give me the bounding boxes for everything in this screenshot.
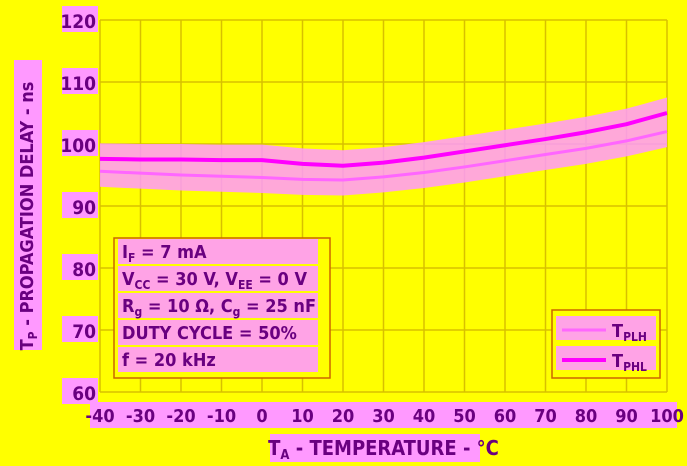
condition-line: VCC = 30 V, VEE = 0 V — [122, 269, 307, 292]
condition-line: DUTY CYCLE = 50% — [122, 323, 297, 344]
x-tick-label: 70 — [534, 406, 557, 427]
condition-line-bg — [118, 239, 318, 264]
x-tick-label: -40 — [85, 406, 114, 427]
y-tick-label: 70 — [72, 321, 96, 343]
x-tick-label: -30 — [126, 406, 155, 427]
x-tick-bg — [90, 402, 677, 428]
y-tick-label: 120 — [60, 11, 96, 33]
y-tick-bg — [62, 130, 98, 156]
curve-highlight-band — [100, 97, 667, 196]
x-tick-label: 60 — [494, 406, 517, 427]
y-axis-label-bg — [14, 60, 42, 350]
y-tick-bg — [62, 378, 98, 404]
y-tick-bg — [62, 316, 98, 342]
x-tick-label: 0 — [256, 406, 267, 427]
y-tick-label: 90 — [72, 197, 96, 219]
y-tick-bg — [62, 192, 98, 218]
series-line-tphl — [99, 111, 668, 168]
legend-label-tphl: TPHL — [612, 351, 647, 374]
x-tick-label: 20 — [332, 406, 355, 427]
condition-line-bg — [118, 266, 318, 291]
y-tick-bg — [62, 6, 98, 32]
y-tick-labels: 60 70 80 90 100 110 120 — [60, 6, 98, 405]
legend: TPLH TPHL — [551, 309, 661, 379]
x-tick-label: -20 — [166, 406, 195, 427]
y-tick-label: 100 — [60, 135, 96, 157]
x-tick-label: 80 — [575, 406, 598, 427]
y-tick-label: 110 — [60, 73, 96, 95]
condition-line: Rg = 10 Ω, Cg = 25 nF — [122, 296, 316, 319]
condition-line: f = 20 kHz — [122, 350, 216, 371]
series-line-tplh — [99, 130, 668, 182]
x-axis-label: TA - TEMPERATURE - °C — [268, 436, 499, 463]
x-tick-label: 90 — [615, 406, 638, 427]
y-tick-label: 80 — [72, 259, 96, 281]
legend-item-bg — [556, 316, 656, 340]
test-conditions-box: IF = 7 mA VCC = 30 V, VEE = 0 V Rg = 10 Ω,… — [113, 237, 331, 379]
x-tick-labels: -40 -30 -20 -10 0 10 20 30 40 50 60 70 80 90 100 — [85, 402, 684, 428]
x-tick-label: 100 — [650, 406, 684, 427]
condition-line-bg — [118, 293, 318, 318]
x-tick-label: 40 — [413, 406, 436, 427]
condition-line-bg — [118, 320, 318, 345]
condition-line: IF = 7 mA — [122, 242, 207, 265]
y-tick-bg — [62, 254, 98, 280]
y-tick-label: 60 — [72, 383, 96, 405]
x-tick-label: 50 — [453, 406, 476, 427]
x-axis-label-bg — [270, 434, 480, 462]
x-tick-label: -10 — [207, 406, 236, 427]
legend-label-tplh: TPLH — [612, 321, 647, 344]
highlight-bands — [100, 97, 667, 196]
series-lines — [99, 111, 668, 182]
y-axis-label: TP - PROPAGATION DELAY - ns — [17, 82, 40, 351]
condition-line-bg — [118, 347, 318, 372]
x-tick-label: 30 — [372, 406, 395, 427]
x-tick-label: 10 — [291, 406, 314, 427]
y-tick-bg — [62, 68, 98, 94]
